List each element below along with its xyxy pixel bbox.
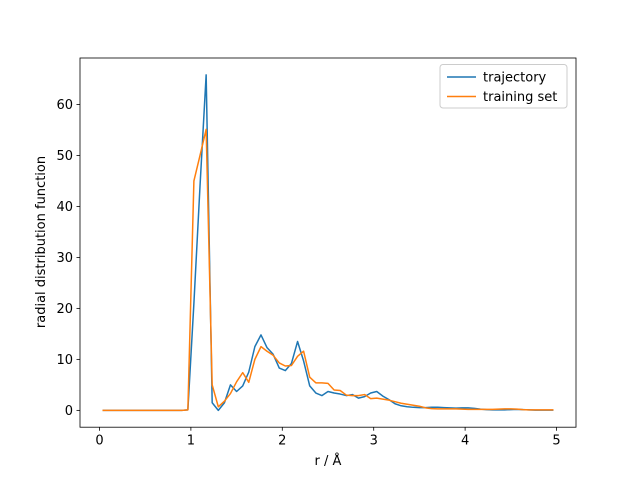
- legend-label: trajectory: [483, 71, 547, 86]
- y-tick-label: 50: [56, 149, 73, 164]
- x-tick-label: 4: [461, 434, 469, 449]
- plot-frame: [79, 57, 577, 428]
- x-axis-label: r / Å: [315, 453, 342, 469]
- y-tick-label: 60: [56, 98, 73, 113]
- legend-item: training set: [447, 90, 557, 105]
- y-tick-label: 30: [56, 251, 73, 266]
- legend-item: trajectory: [447, 71, 547, 86]
- y-axis-label: radial distribution function: [34, 156, 49, 328]
- trajectory-line: [102, 74, 554, 412]
- y-tick-label: 0: [65, 404, 73, 419]
- y-tick-label: 20: [56, 302, 73, 317]
- x-tick-label: 2: [278, 434, 286, 449]
- x-tick-label: 1: [187, 434, 195, 449]
- legend-label: training set: [483, 90, 557, 105]
- y-tick-label: 40: [56, 200, 73, 215]
- x-tick-label: 5: [552, 434, 560, 449]
- x-tick-label: 3: [370, 434, 378, 449]
- x-tick-label: 0: [95, 434, 103, 449]
- training-set-line: [102, 128, 554, 412]
- plot-lines: [102, 74, 554, 412]
- y-tick-label: 10: [56, 353, 73, 368]
- x-axis-ticks: 0 1 2 3 4 5: [95, 427, 561, 449]
- legend: trajectory training set: [439, 64, 568, 109]
- y-axis-ticks: 0 10 20 30 40 50 60: [56, 98, 80, 419]
